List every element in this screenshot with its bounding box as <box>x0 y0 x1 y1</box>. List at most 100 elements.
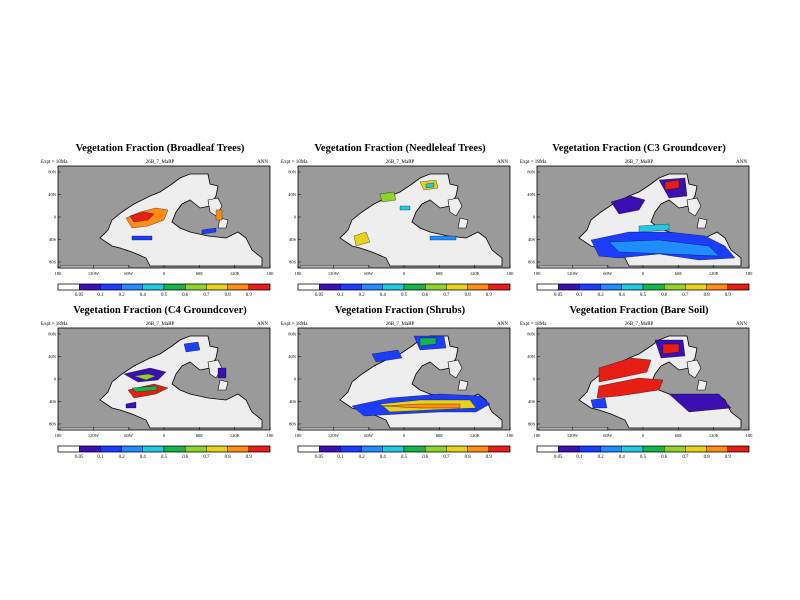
colorbar-label: 0.4 <box>619 455 626 460</box>
lat-tick-label: 40S <box>49 237 57 242</box>
colorbar-label: 0.05 <box>75 455 84 460</box>
lat-tick-label: 80N <box>288 170 297 175</box>
colorbar-swatch <box>121 445 143 453</box>
colorbar-frame <box>57 445 271 453</box>
colorbar-label: 0.6 <box>182 455 189 460</box>
vegetation-patch <box>183 341 201 353</box>
map-panel-needleleaf: Vegetation Fraction (Needleleaf Trees) E… <box>280 143 520 303</box>
lat-tick-label: 80S <box>528 422 536 427</box>
colorbar-swatch <box>424 283 447 291</box>
colorbar-frame <box>297 445 511 453</box>
lon-tick-label: 120E <box>470 433 480 438</box>
lon-tick-label: 120W <box>88 433 100 438</box>
lat-tick-label: 40S <box>289 399 297 404</box>
colorbar-label: 0.9 <box>486 455 493 460</box>
lat-tick-label: 80S <box>289 260 297 265</box>
colorbar-swatch <box>340 445 362 453</box>
colorbar-swatch <box>163 445 186 453</box>
subtitle-right: ANN <box>736 160 747 165</box>
panel-title: Vegetation Fraction (Broadleaf Trees) <box>75 143 245 154</box>
colorbar-swatch <box>184 445 207 453</box>
colorbar-swatch <box>206 445 228 453</box>
colorbar-label: 0.2 <box>598 293 605 298</box>
lon-tick-label: 60W <box>364 433 374 438</box>
lon-tick-label: 180 <box>746 271 754 276</box>
colorbar-label: 0.7 <box>682 293 689 298</box>
island <box>447 197 463 217</box>
colorbar-swatch <box>558 445 580 453</box>
lon-tick-label: 180 <box>55 433 63 438</box>
colorbar-label: 0.8 <box>225 293 232 298</box>
island <box>457 379 469 391</box>
colorbar-label: 0.7 <box>443 455 450 460</box>
lat-tick-label: 80N <box>527 170 536 175</box>
lon-tick-label: 60W <box>124 433 133 438</box>
panel-title: Vegetation Fraction (Bare Soil) <box>569 305 709 316</box>
colorbar-label: 0.9 <box>725 455 732 460</box>
lat-tick-label: 80S <box>49 260 57 265</box>
lon-tick-label: 180 <box>507 433 515 438</box>
colorbar-swatch <box>685 283 707 291</box>
lat-tick-label: 80N <box>527 332 536 337</box>
continent <box>339 173 503 267</box>
subtitle-left: Expt = 18Ma <box>281 160 308 165</box>
lat-tick-label: 40S <box>289 237 297 242</box>
lon-tick-label: 0 <box>403 271 406 276</box>
colorbar-swatch <box>642 283 665 291</box>
colorbar-swatch <box>727 445 750 453</box>
vegetation-patch <box>133 373 157 381</box>
island <box>696 217 708 229</box>
colorbar-swatch <box>663 445 686 453</box>
colorbar-swatch <box>446 445 468 453</box>
colorbar-frame <box>536 283 750 291</box>
lat-tick-label: 40N <box>48 354 57 359</box>
subtitle-center: 26B_7_MaRP <box>385 160 415 165</box>
lon-tick-label: 180 <box>267 271 275 276</box>
vegetation-patch <box>379 191 397 203</box>
subtitle-center: 26B_7_MaRP <box>385 322 415 327</box>
lat-tick-label: 40S <box>528 237 536 242</box>
colorbar-label: 0.2 <box>119 293 126 298</box>
colorbar-swatch <box>382 283 405 291</box>
colorbar-swatch <box>600 283 622 291</box>
colorbar-label: 0.6 <box>422 293 429 298</box>
vegetation-patch <box>638 223 670 233</box>
lon-tick-label: 60E <box>675 271 683 276</box>
colorbar-swatch <box>340 283 362 291</box>
lon-tick-label: 180 <box>534 271 542 276</box>
vegetation-patch <box>590 397 608 409</box>
lon-tick-label: 120W <box>88 271 100 276</box>
lon-tick-label: 60E <box>436 433 444 438</box>
colorbar-frame <box>297 283 511 291</box>
lon-tick-label: 120W <box>567 271 579 276</box>
colorbar-label: 0.1 <box>576 455 583 460</box>
colorbar-label: 0.5 <box>161 293 168 298</box>
panel-title: Vegetation Fraction (C4 Groundcover) <box>73 305 247 316</box>
lat-tick-label: 40S <box>528 399 536 404</box>
lon-tick-label: 180 <box>746 433 754 438</box>
lon-tick-label: 180 <box>534 433 542 438</box>
subtitle-left: Expt = 18Ma <box>520 322 547 327</box>
colorbar-label: 0.2 <box>598 455 605 460</box>
colorbar-label: 0.6 <box>661 455 668 460</box>
lat-tick-label: 80S <box>49 422 57 427</box>
colorbar-swatch <box>424 445 447 453</box>
colorbar-label: 0.1 <box>337 293 344 298</box>
panel-title: Vegetation Fraction (Shrubs) <box>334 305 466 316</box>
map-plot: 180 120W 60W 0 60E 120E 180 80N 40N 0 40S 80S <box>527 165 754 276</box>
lat-tick-label: 40N <box>527 192 536 197</box>
map-panel-broadleaf: Vegetation Fraction (Broadleaf Trees) Ex… <box>40 143 280 303</box>
lon-tick-label: 60W <box>364 271 374 276</box>
map-panel-shrubs: Vegetation Fraction (Shrubs) Expt = 18Ma… <box>280 305 520 465</box>
colorbar-label: 0.2 <box>119 455 126 460</box>
colorbar-label: 0.1 <box>97 293 104 298</box>
colorbar-label: 0.05 <box>315 293 324 298</box>
vegetation-patch <box>425 182 435 189</box>
colorbar-swatch <box>121 283 143 291</box>
lon-tick-label: 180 <box>295 271 303 276</box>
map-plot: 180 120W 60W 0 60E 120E 180 80N 40N 0 40S 80S <box>48 165 275 276</box>
island <box>217 379 229 391</box>
colorbar: 0.05 0.1 0.2 0.4 0.5 0.6 0.7 0.8 0.9 <box>57 283 271 298</box>
vegetation-patch <box>662 343 680 355</box>
panel-title: Vegetation Fraction (C3 Groundcover) <box>552 143 726 154</box>
